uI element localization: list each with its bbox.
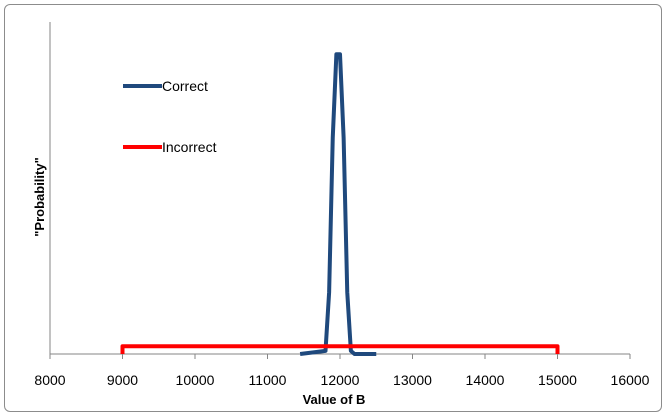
series-layer	[120, 52, 560, 356]
legend-label-incorrect: Incorrect	[162, 139, 217, 155]
series-line-correct	[299, 52, 377, 356]
x-tick-label: 11000	[249, 372, 287, 388]
legend: Correct Incorrect	[123, 78, 217, 155]
series-line-incorrect	[120, 344, 560, 354]
x-tick-label: 10000	[176, 372, 215, 388]
x-tick-label: 8000	[34, 372, 65, 388]
x-tick-label: 14000	[466, 372, 505, 388]
x-tick-label: 12000	[321, 372, 360, 388]
x-tick-label: 9000	[107, 372, 138, 388]
x-tick-label: 16000	[611, 372, 650, 388]
x-tick-label: 15000	[538, 372, 577, 388]
y-axis-title: "Probability"	[32, 157, 47, 237]
x-axis-title: Value of B	[303, 392, 366, 407]
x-ticks: 8000 9000 10000 11000 12000 13000 14000 15000 16…	[34, 354, 650, 388]
x-tick-label: 13000	[393, 372, 432, 388]
legend-label-correct: Correct	[162, 78, 208, 94]
